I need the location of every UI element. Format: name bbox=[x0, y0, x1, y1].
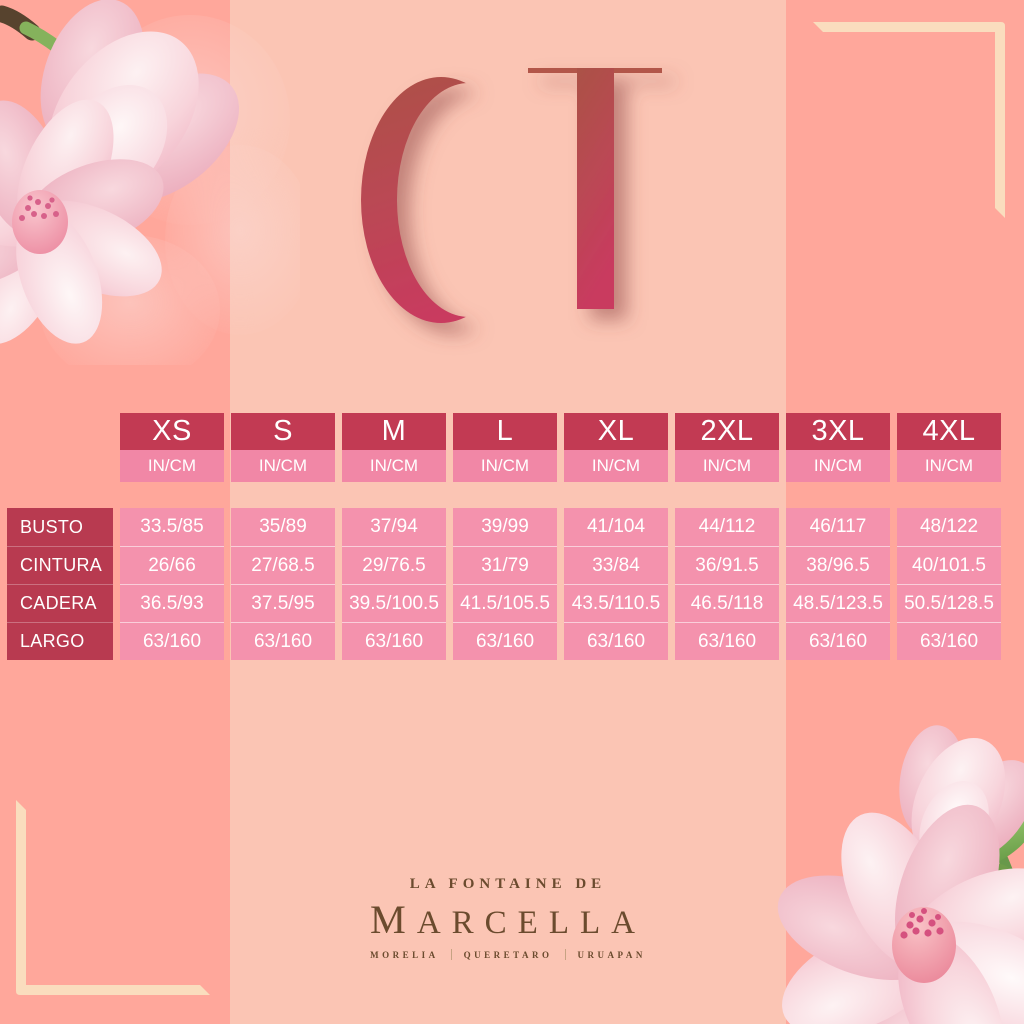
cell-busto: 44/112 bbox=[698, 516, 756, 537]
column-gap bbox=[786, 482, 890, 508]
cell-cintura: 26/66 bbox=[120, 546, 224, 584]
size-header: S bbox=[231, 413, 335, 450]
brand-tagline: LA FONTAINE DE bbox=[409, 876, 607, 892]
value-stack: 39/99 31/79 41.5/105.5 63/160 bbox=[453, 508, 557, 660]
row-label-busto: BUSTO bbox=[20, 516, 84, 537]
value-stack: 46/117 38/96.5 48.5/123.5 63/160 bbox=[786, 508, 890, 660]
cell-busto: 41/104 bbox=[586, 516, 646, 537]
unit-cell: IN/CM bbox=[786, 450, 890, 482]
size-column-xl: XL IN/CM 41/104 33/84 43.5/110.5 63/160 bbox=[564, 413, 668, 660]
cell-busto: 48/122 bbox=[919, 516, 979, 537]
value-stack: 48/122 40/101.5 50.5/128.5 63/160 bbox=[897, 508, 1001, 660]
magnolia-bottom-right bbox=[777, 725, 1024, 1024]
cell-busto: 33.5/85 bbox=[140, 516, 204, 537]
cell-busto: 46/117 bbox=[809, 516, 867, 537]
column-gap bbox=[897, 482, 1001, 508]
size-header: XL bbox=[564, 413, 668, 450]
size-column-2xl: 2XL IN/CM 44/112 36/91.5 46.5/118 63/160 bbox=[675, 413, 779, 660]
value-stack: 35/89 27/68.5 37.5/95 63/160 bbox=[231, 508, 335, 660]
column-gap bbox=[453, 482, 557, 508]
stamen-dots bbox=[900, 908, 944, 939]
city-divider bbox=[450, 949, 452, 960]
row-label-largo: LARGO bbox=[7, 622, 113, 660]
size-header: 3XL bbox=[786, 413, 890, 450]
cell-largo: 63/160 bbox=[564, 622, 668, 660]
magnolia-top-left bbox=[0, 0, 300, 365]
cell-cintura: 27/68.5 bbox=[231, 546, 335, 584]
cell-largo: 63/160 bbox=[231, 622, 335, 660]
column-gap bbox=[342, 482, 446, 508]
cell-cintura: 29/76.5 bbox=[342, 546, 446, 584]
value-stack: 33.5/85 26/66 36.5/93 63/160 bbox=[120, 508, 224, 660]
cell-cadera: 36.5/93 bbox=[120, 584, 224, 622]
measurement-label-column: BUSTO CINTURA CADERA LARGO bbox=[7, 508, 113, 660]
row-label-cadera: CADERA bbox=[7, 584, 113, 622]
brand-name: MARCELLA bbox=[370, 897, 646, 942]
cell-cadera: 39.5/100.5 bbox=[342, 584, 446, 622]
cell-cadera: 43.5/110.5 bbox=[564, 584, 668, 622]
size-column-s: S IN/CM 35/89 27/68.5 37.5/95 63/160 bbox=[231, 413, 335, 660]
size-column-4xl: 4XL IN/CM 48/122 40/101.5 50.5/128.5 63/… bbox=[897, 413, 1001, 660]
size-header: 2XL bbox=[675, 413, 779, 450]
cell-busto: 35/89 bbox=[259, 516, 307, 537]
cell-largo: 63/160 bbox=[453, 622, 557, 660]
letter-t bbox=[528, 68, 662, 309]
cell-cintura: 31/79 bbox=[453, 546, 557, 584]
cell-cadera: 46.5/118 bbox=[675, 584, 779, 622]
column-gap bbox=[564, 482, 668, 508]
cell-cintura: 40/101.5 bbox=[897, 546, 1001, 584]
column-gap bbox=[231, 482, 335, 508]
city-divider bbox=[564, 949, 566, 960]
size-column-3xl: 3XL IN/CM 46/117 38/96.5 48.5/123.5 63/1… bbox=[786, 413, 890, 660]
cell-largo: 63/160 bbox=[675, 622, 779, 660]
size-column-m: M IN/CM 37/94 29/76.5 39.5/100.5 63/160 bbox=[342, 413, 446, 660]
size-column-l: L IN/CM 39/99 31/79 41.5/105.5 63/160 bbox=[453, 413, 557, 660]
unit-cell: IN/CM bbox=[897, 450, 1001, 482]
cell-cintura: 36/91.5 bbox=[675, 546, 779, 584]
cell-largo: 63/160 bbox=[786, 622, 890, 660]
size-header: XS bbox=[120, 413, 224, 450]
city-queretaro: QUERETARO bbox=[463, 949, 553, 960]
unit-cell: IN/CM bbox=[120, 450, 224, 482]
cell-cadera: 48.5/123.5 bbox=[786, 584, 890, 622]
column-gap bbox=[675, 482, 779, 508]
brand-cities: MORELIA QUERETARO URUAPAN bbox=[230, 949, 786, 960]
cell-cintura: 33/84 bbox=[564, 546, 668, 584]
cell-largo: 63/160 bbox=[120, 622, 224, 660]
city-uruapan: URUAPAN bbox=[577, 949, 646, 960]
ct-monogram bbox=[348, 64, 662, 332]
cell-cintura: 38/96.5 bbox=[786, 546, 890, 584]
cell-largo: 63/160 bbox=[897, 622, 1001, 660]
unit-cell: IN/CM bbox=[675, 450, 779, 482]
unit-cell: IN/CM bbox=[342, 450, 446, 482]
value-stack: 37/94 29/76.5 39.5/100.5 63/160 bbox=[342, 508, 446, 660]
size-header: L bbox=[453, 413, 557, 450]
magnolia-flower bbox=[777, 804, 1024, 1024]
cell-cadera: 41.5/105.5 bbox=[453, 584, 557, 622]
unit-cell: IN/CM bbox=[231, 450, 335, 482]
size-column-xs: XS IN/CM 33.5/85 26/66 36.5/93 63/160 bbox=[120, 413, 224, 660]
row-label-cintura: CINTURA bbox=[7, 546, 113, 584]
column-gap bbox=[120, 482, 224, 508]
cell-cadera: 37.5/95 bbox=[231, 584, 335, 622]
value-stack: 44/112 36/91.5 46.5/118 63/160 bbox=[675, 508, 779, 660]
value-stack: 41/104 33/84 43.5/110.5 63/160 bbox=[564, 508, 668, 660]
cell-busto: 39/99 bbox=[481, 516, 529, 537]
letter-c bbox=[348, 64, 548, 332]
brand-footer: LA FONTAINE DE MARCELLA MORELIA QUERETAR… bbox=[230, 876, 786, 960]
size-header: 4XL bbox=[897, 413, 1001, 450]
cell-largo: 63/160 bbox=[342, 622, 446, 660]
city-morelia: MORELIA bbox=[370, 949, 439, 960]
unit-cell: IN/CM bbox=[564, 450, 668, 482]
cell-cadera: 50.5/128.5 bbox=[897, 584, 1001, 622]
stamen-dots bbox=[19, 195, 59, 221]
cell-busto: 37/94 bbox=[370, 516, 418, 537]
unit-cell: IN/CM bbox=[453, 450, 557, 482]
size-header: M bbox=[342, 413, 446, 450]
magnolia-flower bbox=[0, 99, 164, 344]
